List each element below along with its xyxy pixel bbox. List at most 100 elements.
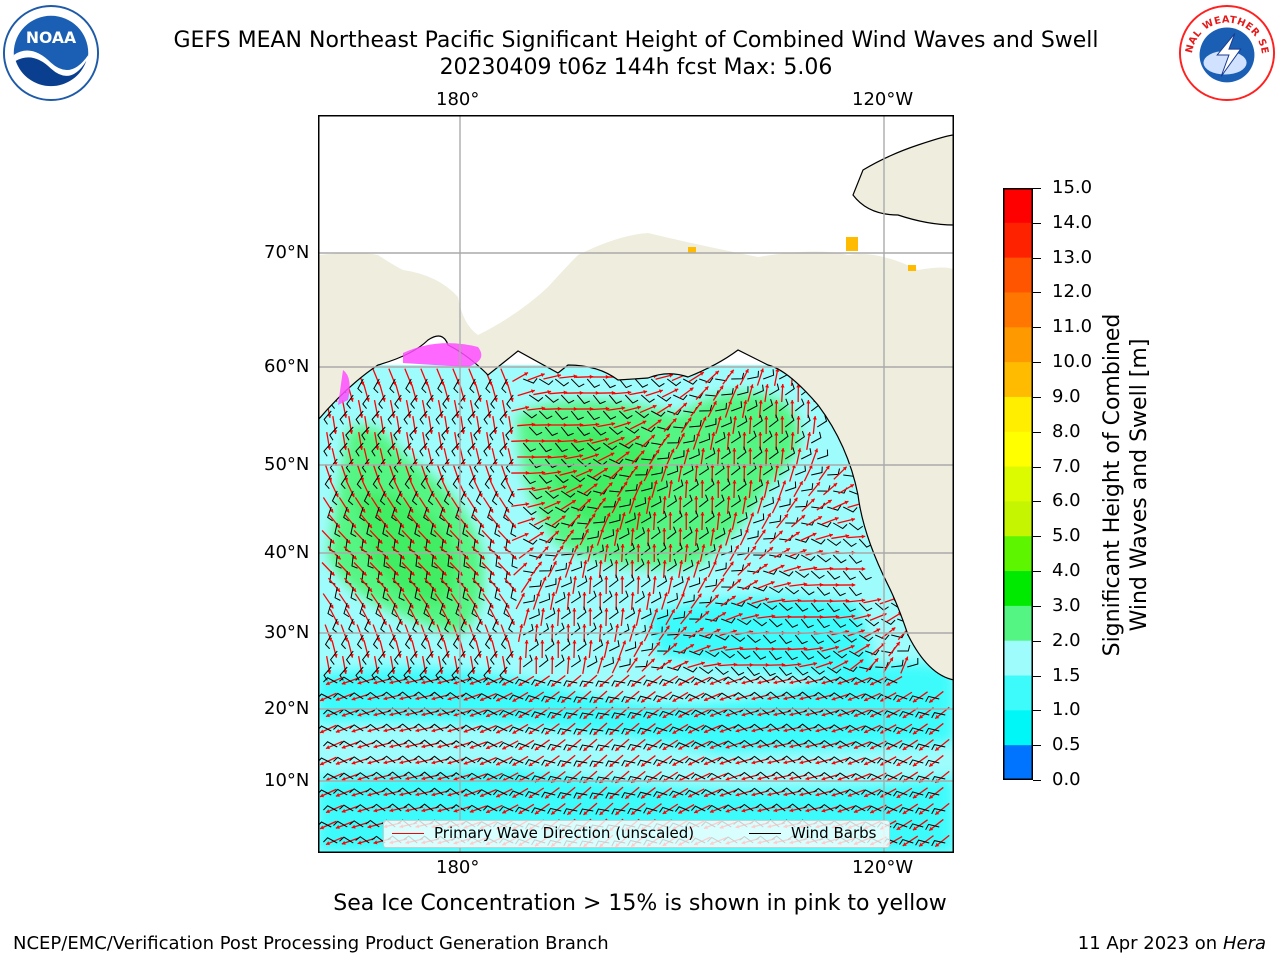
wind-barb [816,415,828,428]
wind-barb [848,554,863,564]
wave-arrow-head [528,698,533,703]
wind-barb [752,479,764,492]
wind-barb [393,426,402,441]
wave-arrow-head [341,776,346,781]
wave-arrow-head [383,728,388,733]
wind-barb [755,803,770,812]
wind-barb [778,398,789,412]
wave-arrow-head [563,454,568,459]
wind-barb [339,804,354,812]
wind-barb [651,466,663,476]
wind-barb [589,696,604,703]
wave-arrow-head [725,680,730,685]
wave-arrow-head [850,644,855,649]
wind-barb [447,554,454,569]
wave-arrow-head [334,621,339,625]
wave-arrow-head [821,776,826,781]
wind-barb [339,410,348,425]
wave-arrow-head [694,713,699,718]
wave-arrow-head [494,493,499,498]
wave-arrow-head [625,730,630,735]
wind-barb [538,474,553,484]
wave-arrow-swatch-icon [392,833,424,834]
wave-arrow-head [425,604,430,609]
colorbar-tick-mark [1033,605,1041,607]
wave-arrow-head [510,621,515,625]
wind-barb [528,490,543,500]
wave-arrow-head [545,762,550,767]
wind-barb [707,772,722,780]
wind-barb [746,666,760,677]
wave-arrow-head [531,486,536,491]
wave-arrow-head [657,419,662,424]
wave-arrow-head [765,384,770,388]
wave-arrow-head [630,592,635,596]
wave-arrow-head [415,792,420,797]
wind-barb [570,591,582,604]
wave-arrow-head [831,696,836,701]
wind-barb [499,442,508,457]
wind-barb [492,618,498,634]
wind-barb [547,807,562,814]
wind-barb [544,394,559,403]
wave-arrow-head [320,793,325,798]
wave-arrow-head [718,544,723,549]
wave-arrow-head [502,681,507,686]
wave-arrow-head [431,728,436,733]
wave-arrow-head [447,728,452,733]
wave-arrow-head [758,432,763,436]
wind-barb [531,743,546,750]
wave-arrow-head [678,745,683,750]
wave-arrow-head [752,546,756,550]
wave-arrow-head [572,608,577,612]
wave-arrow-head [735,545,739,550]
wave-arrow-head [821,744,826,749]
wind-barb [544,426,558,437]
wind-barb [803,803,818,812]
wind-barb [515,774,530,781]
wave-arrow-head [518,810,523,814]
wave-arrow-head [886,745,891,750]
wave-arrow-head [589,438,594,443]
wave-arrow-head [490,571,495,576]
wave-arrow-head [716,628,721,633]
wind-barb [624,607,636,620]
wave-arrow-head [764,448,769,452]
wind-barb [427,490,434,506]
wave-arrow-head [789,776,794,781]
wind-barb [794,430,805,444]
wind-barb [621,760,636,767]
colorbar-tick-mark [1033,536,1041,538]
wind-barb [653,695,668,701]
wave-arrow-head [775,464,780,468]
wave-arrow-head [569,529,574,534]
wind-barb [560,638,571,652]
wind-barb [634,558,645,572]
wave-arrow-head [700,480,705,484]
wave-arrow-head [486,809,491,814]
wave-arrow-head [615,528,620,532]
wave-arrow-head [789,712,794,717]
wind-barb [589,792,604,799]
wind-barb [383,554,390,569]
wind-barb [555,562,567,572]
wave-arrow-head [799,728,804,733]
colorbar-tick-label: 11.0 [1052,316,1093,338]
wave-arrow-head [469,745,474,749]
wave-arrow-head [344,477,348,482]
wind-barb [410,394,418,409]
wave-arrow-head [604,576,609,580]
wind-barb [471,506,477,522]
wave-arrow-head [767,696,772,701]
wind-barb [441,650,450,665]
wind-barb [490,394,498,409]
wave-arrow-head [588,640,593,644]
wave-arrow-head [557,470,562,475]
wind-barb [349,788,364,796]
wave-arrow-head [780,564,785,569]
wave-arrow-head [557,373,562,378]
wind-barb [413,723,428,732]
colorbar-tick-label: 15.0 [1052,177,1093,198]
wind-barb [618,558,629,572]
wave-arrow-head [716,448,721,452]
